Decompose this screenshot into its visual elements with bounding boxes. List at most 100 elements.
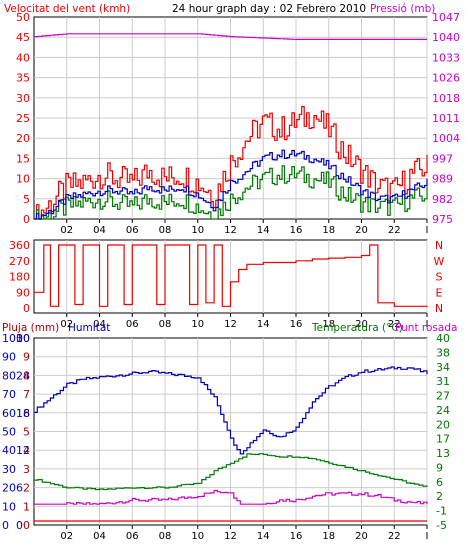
- x-tick-label-I: I: [426, 531, 429, 542]
- rain-tick-label-0: 0: [23, 519, 30, 532]
- direction-tick-label-270: 270: [9, 255, 30, 268]
- rain-tick-label-3: 3: [23, 463, 30, 476]
- wind-tick-label-40: 40: [16, 51, 30, 64]
- rain-tick-label-6: 6: [23, 407, 30, 420]
- dew-point-axis-title: Punt rosada: [395, 322, 457, 334]
- humidity-scale-tick-6: 6: [16, 482, 23, 495]
- wind-tick-label-35: 35: [16, 72, 30, 85]
- humidity-tick-label-80: 80: [2, 369, 16, 382]
- x-tick-label-16: 16: [290, 319, 303, 330]
- wind-low-line: [34, 165, 428, 220]
- rain-tick-label-5: 5: [23, 426, 30, 439]
- x-tick-label-06: 06: [126, 531, 139, 542]
- temperature-tick-label-13: 13: [436, 447, 450, 460]
- wind-panel: 0510152025303540455097598298999710041011…: [16, 11, 460, 236]
- wind-tick-label-10: 10: [16, 173, 30, 186]
- wind-tick-label-15: 15: [16, 152, 30, 165]
- wind-tick-label-25: 25: [16, 112, 30, 125]
- temperature-tick-label-20: 20: [436, 418, 450, 431]
- rain-tick-label-7: 7: [23, 388, 30, 401]
- pressure-tick-label-975: 975: [432, 213, 453, 226]
- direction-tick-label-0: 0: [23, 302, 30, 315]
- rain-tick-label-8: 8: [23, 369, 30, 382]
- x-tick-label-02: 02: [60, 531, 73, 542]
- x-tick-label-14: 14: [257, 319, 270, 330]
- x-tick-label-I: I: [426, 319, 429, 330]
- temperature-tick-label--1: -1: [436, 505, 447, 518]
- humidity-tick-label-70: 70: [2, 388, 16, 401]
- wind-gust-line: [34, 106, 428, 220]
- humidity-tick-label-60: 60: [2, 407, 16, 420]
- x-tick-label-20: 20: [355, 225, 368, 236]
- wind-tick-label-30: 30: [16, 92, 30, 105]
- x-tick-label-20: 20: [355, 531, 368, 542]
- chart-title: 24 hour graph day : 02 Febrero 2010: [172, 3, 366, 15]
- x-tick-label-22: 22: [388, 531, 401, 542]
- temperature-tick-label-24: 24: [436, 404, 450, 417]
- x-tick-label-16: 16: [290, 225, 303, 236]
- wind-tick-label-50: 50: [16, 11, 30, 24]
- pressure-tick-label-1004: 1004: [432, 132, 460, 145]
- x-tick-label-14: 14: [257, 531, 270, 542]
- temperature-tick-label-31: 31: [436, 375, 450, 388]
- pressure-axis-title: Pressió (mb): [370, 3, 435, 15]
- temperature-tick-label-34: 34: [436, 361, 450, 374]
- x-tick-label-08: 08: [159, 225, 172, 236]
- x-tick-label-06: 06: [126, 225, 139, 236]
- temperature-tick-label-9: 9: [436, 461, 443, 474]
- x-tick-label-04: 04: [93, 319, 106, 330]
- rain-tick-label-9: 9: [23, 351, 30, 364]
- pressure-tick-label-989: 989: [432, 173, 453, 186]
- rain-tick-label-10: 10: [16, 332, 30, 345]
- x-tick-label-12: 12: [224, 319, 237, 330]
- x-tick-label-08: 08: [159, 319, 172, 330]
- x-tick-label-10: 10: [191, 531, 204, 542]
- x-tick-label-I: I: [426, 225, 429, 236]
- pressure-tick-label-1011: 1011: [432, 112, 460, 125]
- temperature-tick-label-17: 17: [436, 433, 450, 446]
- humidity-tick-label-100: 100: [2, 332, 23, 345]
- direction-tick-label-180: 180: [9, 271, 30, 284]
- x-tick-label-22: 22: [388, 225, 401, 236]
- x-tick-label-10: 10: [191, 225, 204, 236]
- x-tick-label-06: 06: [126, 319, 139, 330]
- wind-tick-label-20: 20: [16, 132, 30, 145]
- compass-tick-label-E: E: [436, 286, 443, 299]
- compass-tick-label-N: N: [435, 239, 443, 252]
- pressure-tick-label-1040: 1040: [432, 31, 460, 44]
- temperature-tick-label-27: 27: [436, 390, 450, 403]
- x-tick-label-16: 16: [290, 531, 303, 542]
- compass-tick-label-N: N: [435, 302, 443, 315]
- temperature-axis-title: Temperatura (°C): [311, 322, 403, 334]
- x-tick-label-02: 02: [60, 225, 73, 236]
- humidity-scale-tick-24: 24: [16, 369, 30, 382]
- humidity-tick-label-10: 10: [2, 500, 16, 513]
- x-tick-label-18: 18: [322, 319, 335, 330]
- pressure-tick-label-997: 997: [432, 152, 453, 165]
- temperature-tick-label-38: 38: [436, 346, 450, 359]
- humidity-tick-label-20: 20: [2, 482, 16, 495]
- x-tick-label-02: 02: [60, 319, 73, 330]
- pressure-tick-label-1026: 1026: [432, 72, 460, 85]
- pressure-line: [34, 33, 427, 40]
- pressure-tick-label-982: 982: [432, 193, 453, 206]
- humidity-scale-tick-12: 12: [16, 444, 30, 457]
- temperature-tick-label-6: 6: [436, 476, 443, 489]
- x-tick-label-22: 22: [388, 319, 401, 330]
- direction-tick-label-360: 360: [9, 239, 30, 252]
- climate-panel: 0102030405060708090100012345678910061218…: [2, 332, 450, 542]
- humidity-tick-label-40: 40: [2, 444, 16, 457]
- wind-tick-label-45: 45: [16, 31, 30, 44]
- x-tick-label-08: 08: [159, 531, 172, 542]
- wind-tick-label-5: 5: [23, 193, 30, 206]
- humidity-tick-label-50: 50: [2, 426, 16, 439]
- x-tick-label-10: 10: [191, 319, 204, 330]
- x-tick-label-12: 12: [224, 531, 237, 542]
- wind-speed-axis-title: Velocitat del vent (kmh): [4, 3, 130, 15]
- compass-tick-label-S: S: [436, 271, 443, 284]
- pressure-tick-label-1047: 1047: [432, 11, 460, 24]
- rain-tick-label-1: 1: [23, 500, 30, 513]
